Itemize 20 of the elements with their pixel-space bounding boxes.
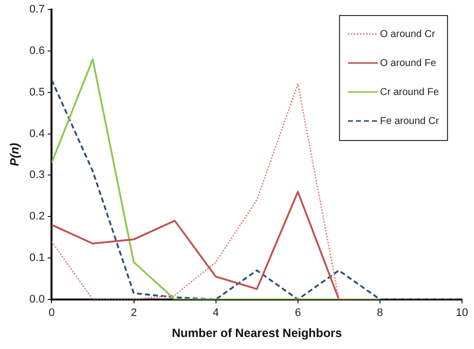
x-tick-label: 2 bbox=[130, 307, 137, 320]
legend-label: O around Fe bbox=[380, 58, 436, 69]
legend-label: Fe around Cr bbox=[380, 116, 439, 127]
legend-label: Cr around Fe bbox=[380, 86, 439, 98]
y-tick-label: 0.4 bbox=[29, 128, 45, 140]
legend-label: O around Cr bbox=[380, 28, 436, 40]
x-tick-label: 0 bbox=[48, 307, 55, 320]
y-tick-label: 0.0 bbox=[29, 293, 45, 306]
y-axis-title: P(n) bbox=[8, 142, 22, 166]
y-tick-label: 0.1 bbox=[29, 252, 45, 264]
y-tick-label: 0.3 bbox=[29, 169, 45, 182]
y-tick-label: 0.6 bbox=[29, 45, 45, 58]
x-tick-label: 6 bbox=[294, 307, 301, 320]
x-tick-label: 4 bbox=[212, 307, 219, 320]
y-tick-label: 0.7 bbox=[29, 4, 45, 16]
x-tick-label: 8 bbox=[376, 307, 383, 320]
y-tick-label: 0.5 bbox=[29, 86, 45, 98]
x-tick-label: 10 bbox=[456, 307, 468, 320]
x-axis-title: Number of Nearest Neighbors bbox=[172, 326, 342, 340]
y-tick-label: 0.2 bbox=[29, 210, 45, 223]
